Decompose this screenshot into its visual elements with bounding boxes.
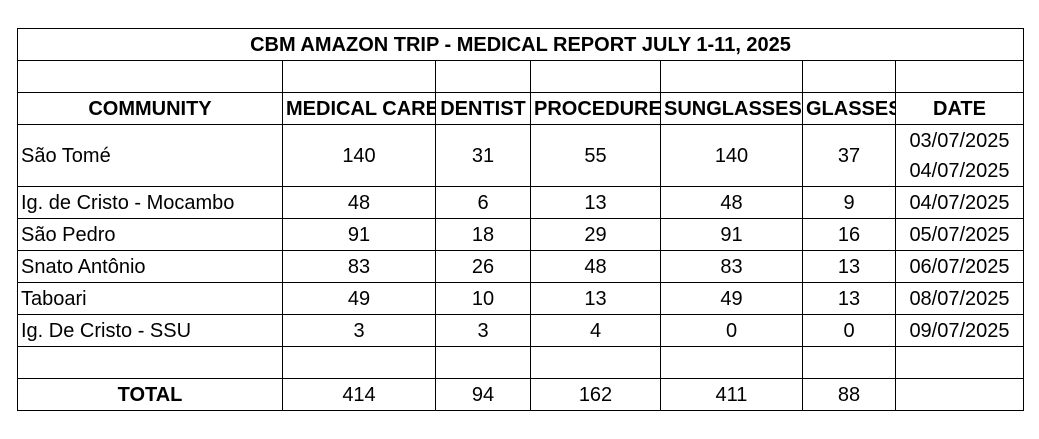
empty-cell <box>802 60 896 93</box>
empty-cell <box>895 346 1024 379</box>
empty-cell <box>530 346 661 379</box>
medical-care-cell: 49 <box>282 282 436 315</box>
spacer-row <box>17 60 1024 93</box>
medical-report-table: CBM AMAZON TRIP - MEDICAL REPORT JULY 1-… <box>17 28 1024 411</box>
empty-cell <box>17 346 283 379</box>
empty-cell <box>435 60 531 93</box>
dentist-cell: 18 <box>435 218 531 251</box>
empty-cell <box>660 346 803 379</box>
total-sunglasses: 411 <box>660 378 803 411</box>
community-cell: São Tomé <box>17 124 283 187</box>
header-glasses: GLASSES <box>802 92 896 125</box>
table-row: Snato Antônio 83 26 48 83 13 06/07/2025 <box>17 250 1024 283</box>
total-dentist: 94 <box>435 378 531 411</box>
empty-cell <box>895 60 1024 93</box>
procedure-cell: 13 <box>530 186 661 219</box>
dentist-cell: 31 <box>435 124 531 187</box>
table-row: Ig. de Cristo - Mocambo 48 6 13 48 9 04/… <box>17 186 1024 219</box>
sunglasses-cell: 140 <box>660 124 803 187</box>
dentist-cell: 10 <box>435 282 531 315</box>
sunglasses-cell: 83 <box>660 250 803 283</box>
procedure-cell: 13 <box>530 282 661 315</box>
community-cell: Ig. de Cristo - Mocambo <box>17 186 283 219</box>
date-cell: 09/07/2025 <box>895 314 1024 347</box>
community-cell: Ig. De Cristo - SSU <box>17 314 283 347</box>
glasses-cell: 0 <box>802 314 896 347</box>
spacer-row <box>17 346 1024 379</box>
table-row: Taboari 49 10 13 49 13 08/07/2025 <box>17 282 1024 315</box>
date-cell: 03/07/2025 04/07/2025 <box>895 124 1024 187</box>
date-cell: 06/07/2025 <box>895 250 1024 283</box>
glasses-cell: 16 <box>802 218 896 251</box>
sunglasses-cell: 91 <box>660 218 803 251</box>
header-community: COMMUNITY <box>17 92 283 125</box>
empty-cell <box>282 60 436 93</box>
header-date: DATE <box>895 92 1024 125</box>
dentist-cell: 6 <box>435 186 531 219</box>
glasses-cell: 13 <box>802 250 896 283</box>
table-row: São Tomé 140 31 55 140 37 03/07/2025 04/… <box>17 124 1024 187</box>
sunglasses-cell: 49 <box>660 282 803 315</box>
medical-care-cell: 3 <box>282 314 436 347</box>
title-row: CBM AMAZON TRIP - MEDICAL REPORT JULY 1-… <box>17 28 1024 61</box>
procedure-cell: 48 <box>530 250 661 283</box>
procedure-cell: 4 <box>530 314 661 347</box>
table-body: CBM AMAZON TRIP - MEDICAL REPORT JULY 1-… <box>17 28 1024 411</box>
community-cell: Taboari <box>17 282 283 315</box>
empty-cell <box>802 346 896 379</box>
medical-care-cell: 140 <box>282 124 436 187</box>
table-row: Ig. De Cristo - SSU 3 3 4 0 0 09/07/2025 <box>17 314 1024 347</box>
date-cell: 04/07/2025 <box>895 186 1024 219</box>
header-sunglasses: SUNGLASSES <box>660 92 803 125</box>
dentist-cell: 26 <box>435 250 531 283</box>
header-row: COMMUNITY MEDICAL CARE DENTIST PROCEDURE… <box>17 92 1024 125</box>
dentist-cell: 3 <box>435 314 531 347</box>
empty-cell <box>282 346 436 379</box>
total-procedure: 162 <box>530 378 661 411</box>
total-row: TOTAL 414 94 162 411 88 <box>17 378 1024 411</box>
header-dentist: DENTIST <box>435 92 531 125</box>
glasses-cell: 37 <box>802 124 896 187</box>
procedure-cell: 29 <box>530 218 661 251</box>
table-row: São Pedro 91 18 29 91 16 05/07/2025 <box>17 218 1024 251</box>
community-cell: São Pedro <box>17 218 283 251</box>
date-line: 03/07/2025 <box>909 129 1010 152</box>
empty-cell <box>660 60 803 93</box>
total-medical-care: 414 <box>282 378 436 411</box>
glasses-cell: 13 <box>802 282 896 315</box>
date-cell: 05/07/2025 <box>895 218 1024 251</box>
date-line: 04/07/2025 <box>909 159 1010 182</box>
total-glasses: 88 <box>802 378 896 411</box>
medical-care-cell: 48 <box>282 186 436 219</box>
empty-cell <box>17 60 283 93</box>
community-cell: Snato Antônio <box>17 250 283 283</box>
medical-care-cell: 83 <box>282 250 436 283</box>
report-title: CBM AMAZON TRIP - MEDICAL REPORT JULY 1-… <box>17 28 1024 61</box>
empty-cell <box>435 346 531 379</box>
header-procedure: PROCEDURE <box>530 92 661 125</box>
sunglasses-cell: 0 <box>660 314 803 347</box>
medical-care-cell: 91 <box>282 218 436 251</box>
sunglasses-cell: 48 <box>660 186 803 219</box>
date-cell: 08/07/2025 <box>895 282 1024 315</box>
total-label: TOTAL <box>17 378 283 411</box>
header-medical-care: MEDICAL CARE <box>282 92 436 125</box>
empty-cell <box>530 60 661 93</box>
procedure-cell: 55 <box>530 124 661 187</box>
glasses-cell: 9 <box>802 186 896 219</box>
total-date <box>895 378 1024 411</box>
